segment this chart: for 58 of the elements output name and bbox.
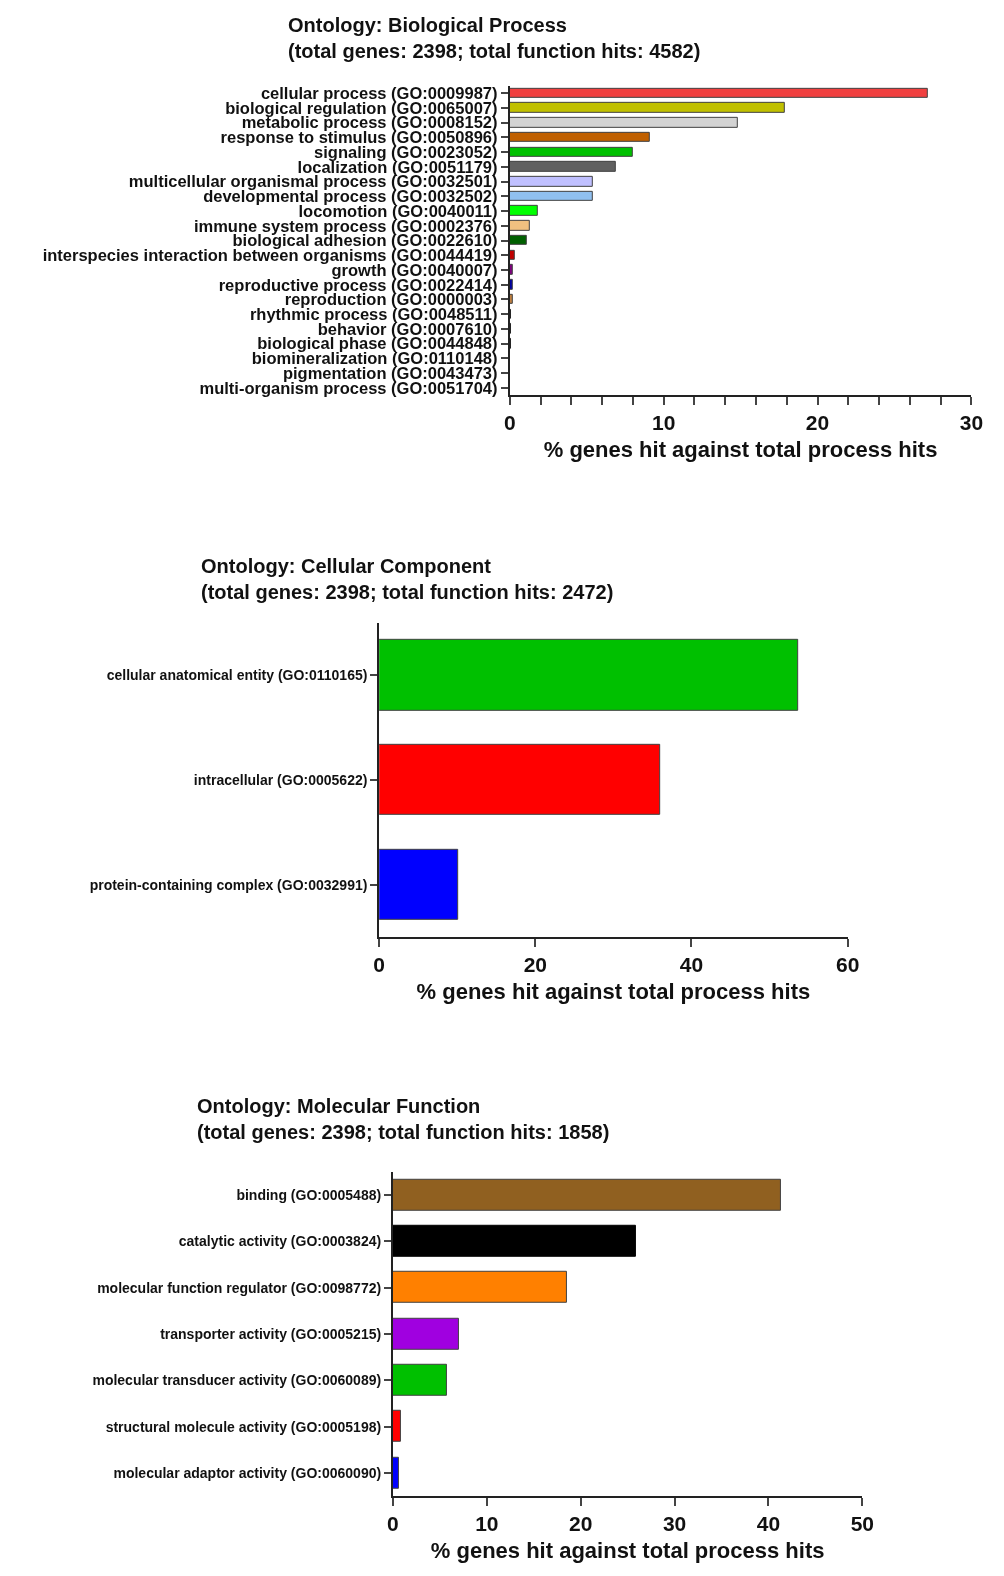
bar [392, 1409, 401, 1442]
y-tick-label: molecular function regulator (GO:0098772) [97, 1279, 382, 1296]
x-tick-label: 0 [503, 411, 516, 435]
y-tick-label: catalytic activity (GO:0003824) [178, 1233, 382, 1250]
bar [509, 293, 513, 304]
bar [392, 1363, 447, 1396]
x-tick-label: 0 [373, 953, 386, 977]
x-tick-label: 30 [662, 1512, 687, 1536]
chart-subtitle: (total genes: 2398; total function hits: 4582) [288, 40, 701, 62]
bar [509, 116, 738, 128]
x-tick-label: 20 [805, 411, 830, 435]
bar [509, 131, 650, 142]
y-tick-label: molecular adaptor activity (GO:0060090) [113, 1464, 382, 1481]
bar [509, 146, 633, 157]
bar [392, 1317, 459, 1350]
y-tick-label: molecular transducer activity (GO:0060089) [92, 1372, 382, 1389]
bar [509, 175, 593, 187]
bar [509, 263, 513, 275]
bar [509, 219, 530, 231]
y-tick-label: intracellular (GO:0005622) [193, 771, 368, 788]
bar [379, 743, 661, 815]
chart-subtitle: (total genes: 2398; total function hits: 1858) [197, 1121, 610, 1143]
bar [509, 190, 593, 201]
x-tick-label: 20 [523, 953, 548, 977]
bar [392, 1178, 781, 1211]
x-tick-label: 40 [756, 1512, 781, 1536]
y-tick-label: protein-containing complex (GO:0032991) [89, 876, 368, 893]
bar [392, 1270, 567, 1303]
bar [509, 101, 785, 113]
chart-subtitle: (total genes: 2398; total function hits: 2472) [201, 581, 614, 603]
bar [509, 278, 513, 290]
x-tick-label: 40 [679, 953, 704, 977]
y-tick-label: structural molecule activity (GO:0005198) [105, 1418, 382, 1435]
x-axis-title: % genes hit against total process hits [430, 1537, 825, 1563]
x-tick-label: 10 [651, 411, 676, 435]
x-tick-label: 60 [835, 953, 860, 977]
x-axis-title: % genes hit against total process hits [416, 978, 811, 1004]
chart-title: Ontology: Cellular Component [201, 555, 492, 577]
y-tick-label: cellular anatomical entity (GO:0110165) [106, 667, 368, 684]
chart-title: Ontology: Molecular Function [197, 1095, 481, 1117]
x-tick-label: 50 [850, 1512, 875, 1536]
bar [509, 234, 527, 245]
y-tick-label: binding (GO:0005488) [236, 1186, 382, 1203]
bar [392, 1224, 636, 1257]
bar [379, 638, 799, 711]
x-tick-label: 10 [475, 1512, 499, 1536]
bar [509, 87, 928, 98]
bar [509, 204, 538, 216]
x-tick-label: 0 [387, 1512, 399, 1536]
x-axis-title: % genes hit against total process hits [543, 436, 938, 462]
y-tick-label: transporter activity (GO:0005215) [160, 1325, 382, 1342]
bar [509, 160, 616, 172]
bar [379, 848, 459, 920]
chart-title: Ontology: Biological Process [288, 14, 567, 36]
bar [509, 249, 515, 260]
x-tick-label: 20 [569, 1512, 593, 1536]
bar [392, 1456, 399, 1489]
x-tick-label: 30 [959, 411, 984, 435]
